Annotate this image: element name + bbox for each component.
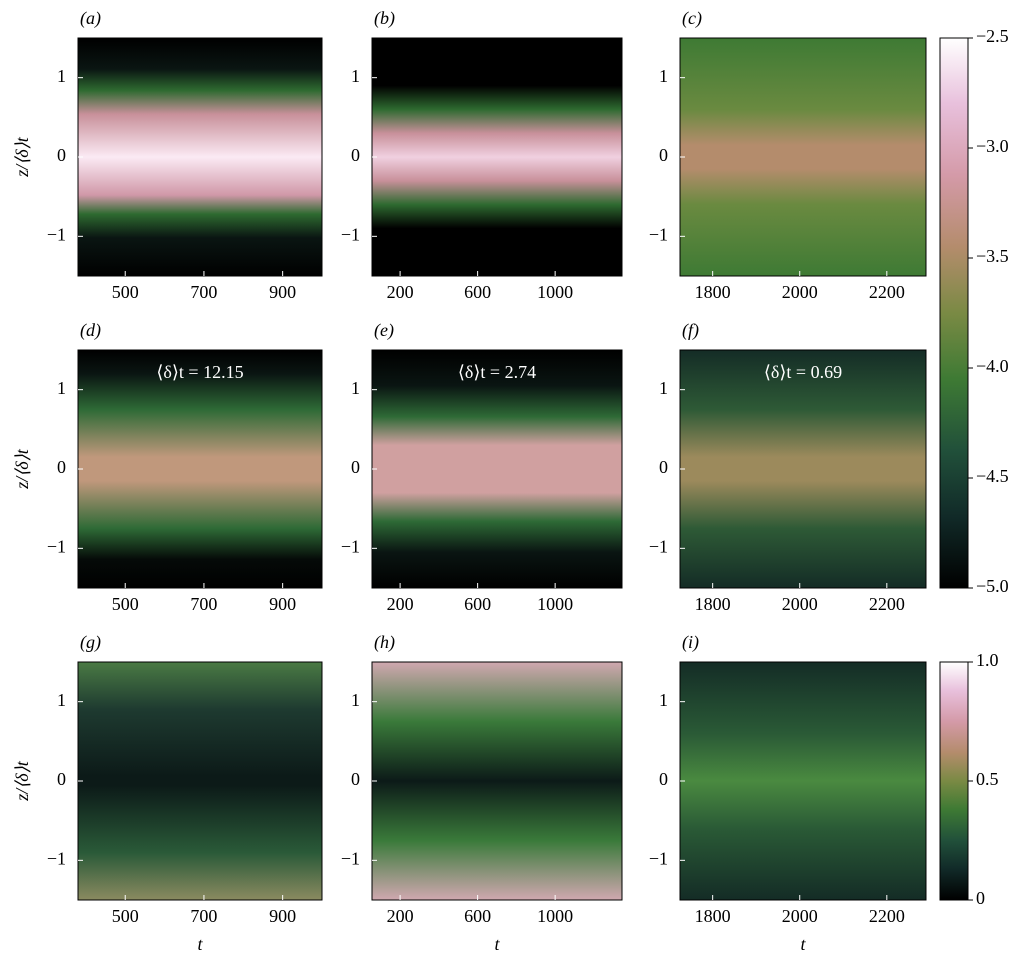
colorbar-tick-label: 0 bbox=[976, 888, 985, 908]
colorbar bbox=[939, 37, 969, 589]
x-tick-label: 2200 bbox=[869, 906, 905, 926]
heatmap-field bbox=[372, 350, 622, 588]
y-axis-label: z/⟨δ⟩t bbox=[12, 760, 32, 801]
x-tick-label: 1000 bbox=[537, 282, 573, 302]
y-axis-label: z/⟨δ⟩t bbox=[12, 136, 32, 177]
x-tick-label: 900 bbox=[269, 282, 296, 302]
y-tick-label: −1 bbox=[47, 224, 66, 244]
colorbar-tick-label: −2.5 bbox=[976, 26, 1009, 46]
panel-label: (i) bbox=[682, 632, 699, 653]
heatmap-field bbox=[78, 38, 322, 276]
y-tick-label: −1 bbox=[649, 848, 668, 868]
colorbar-tick-label: −4.0 bbox=[976, 356, 1009, 376]
colorbar bbox=[939, 661, 969, 901]
panel-label: (a) bbox=[80, 8, 101, 29]
x-tick-label: 1000 bbox=[537, 906, 573, 926]
colorbar-tick-label: −3.0 bbox=[976, 136, 1009, 156]
y-tick-label: 1 bbox=[351, 690, 360, 710]
panel-label: (h) bbox=[374, 632, 395, 653]
heatmap-field bbox=[372, 38, 622, 276]
x-axis-label: t bbox=[197, 934, 203, 954]
colorbar-tick-label: −4.5 bbox=[976, 466, 1009, 486]
y-tick-label: 0 bbox=[351, 769, 360, 789]
colorbar-tick-label: 1.0 bbox=[976, 650, 999, 670]
x-tick-label: 600 bbox=[464, 594, 491, 614]
x-tick-label: 900 bbox=[269, 906, 296, 926]
y-tick-label: 0 bbox=[57, 457, 66, 477]
heatmap-field bbox=[372, 662, 622, 900]
x-tick-label: 2200 bbox=[869, 594, 905, 614]
x-tick-label: 2000 bbox=[782, 594, 818, 614]
x-tick-label: 1800 bbox=[695, 594, 731, 614]
panel-label: (b) bbox=[374, 8, 395, 29]
annotation: ⟨δ⟩t = 12.15 bbox=[156, 362, 243, 382]
y-tick-label: 1 bbox=[57, 690, 66, 710]
x-tick-label: 600 bbox=[464, 282, 491, 302]
x-tick-label: 700 bbox=[190, 282, 217, 302]
y-tick-label: −1 bbox=[341, 536, 360, 556]
y-tick-label: 0 bbox=[659, 769, 668, 789]
annotation: ⟨δ⟩t = 0.69 bbox=[764, 362, 842, 382]
y-tick-label: 0 bbox=[351, 457, 360, 477]
panel-label: (e) bbox=[374, 320, 394, 341]
y-tick-label: 1 bbox=[659, 378, 668, 398]
y-tick-label: 1 bbox=[57, 378, 66, 398]
colorbar-tick-label: −5.0 bbox=[976, 576, 1009, 596]
x-axis-label: t bbox=[494, 934, 500, 954]
y-tick-label: −1 bbox=[47, 536, 66, 556]
x-tick-label: 2000 bbox=[782, 906, 818, 926]
y-tick-label: 0 bbox=[351, 145, 360, 165]
colorbar-tick-label: −3.5 bbox=[976, 246, 1009, 266]
x-tick-label: 500 bbox=[112, 594, 139, 614]
x-tick-label: 500 bbox=[112, 282, 139, 302]
x-axis-label: t bbox=[800, 934, 806, 954]
x-tick-label: 200 bbox=[387, 594, 414, 614]
y-axis-label: z/⟨δ⟩t bbox=[12, 448, 32, 489]
x-tick-label: 1800 bbox=[695, 282, 731, 302]
panel-label: (d) bbox=[80, 320, 101, 341]
heatmap-field bbox=[680, 350, 926, 588]
x-tick-label: 200 bbox=[387, 282, 414, 302]
heatmap-field bbox=[680, 662, 926, 900]
x-tick-label: 600 bbox=[464, 906, 491, 926]
y-tick-label: 1 bbox=[659, 690, 668, 710]
panel-label: (g) bbox=[80, 632, 101, 653]
x-tick-label: 500 bbox=[112, 906, 139, 926]
x-tick-label: 200 bbox=[387, 906, 414, 926]
y-tick-label: 0 bbox=[659, 457, 668, 477]
x-tick-label: 900 bbox=[269, 594, 296, 614]
heatmap-field bbox=[78, 662, 322, 900]
y-tick-label: −1 bbox=[649, 536, 668, 556]
y-tick-label: −1 bbox=[341, 848, 360, 868]
annotation: ⟨δ⟩t = 2.74 bbox=[458, 362, 536, 382]
y-tick-label: 1 bbox=[659, 66, 668, 86]
y-tick-label: 1 bbox=[351, 66, 360, 86]
heatmap-field bbox=[680, 38, 926, 276]
x-tick-label: 2000 bbox=[782, 282, 818, 302]
y-tick-label: −1 bbox=[47, 848, 66, 868]
y-tick-label: 0 bbox=[659, 145, 668, 165]
y-tick-label: 0 bbox=[57, 769, 66, 789]
x-tick-label: 700 bbox=[190, 594, 217, 614]
y-tick-label: 1 bbox=[351, 378, 360, 398]
colorbar-tick-label: 0.5 bbox=[976, 769, 999, 789]
panel-label: (c) bbox=[682, 8, 702, 29]
y-tick-label: 0 bbox=[57, 145, 66, 165]
y-tick-label: −1 bbox=[649, 224, 668, 244]
y-tick-label: −1 bbox=[341, 224, 360, 244]
x-tick-label: 1800 bbox=[695, 906, 731, 926]
heatmap-field bbox=[78, 350, 322, 588]
x-tick-label: 1000 bbox=[537, 594, 573, 614]
x-tick-label: 2200 bbox=[869, 282, 905, 302]
y-tick-label: 1 bbox=[57, 66, 66, 86]
panel-label: (f) bbox=[682, 320, 699, 341]
x-tick-label: 700 bbox=[190, 906, 217, 926]
